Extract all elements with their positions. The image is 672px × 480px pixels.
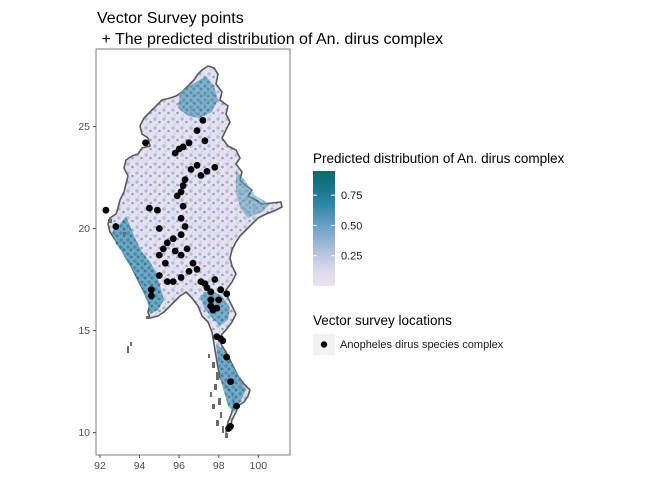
colorbar-tick-label: 0.25 [341, 251, 362, 263]
survey-point [163, 278, 171, 285]
survey-point [193, 265, 201, 273]
survey-point [199, 117, 207, 124]
high-probability-zone-north [178, 76, 218, 118]
y-axis: 25 20 15 10 [78, 121, 96, 439]
x-tick-label: 100 [250, 460, 268, 472]
survey-point [201, 137, 209, 145]
map-title-line-2: + The predicted distribution of An. diru… [97, 31, 444, 48]
high-probability-zone-tanintharyi [216, 344, 246, 412]
survey-point [155, 225, 163, 232]
survey-point [148, 292, 155, 300]
colorbar-tick-label: 0.75 [341, 190, 362, 202]
survey-point [169, 235, 177, 243]
survey-point [203, 168, 211, 175]
colorbar-tick-label: 0.50 [341, 220, 362, 232]
survey-point [219, 337, 227, 345]
survey-point [223, 353, 231, 361]
survey-point [181, 223, 189, 230]
x-tick-label: 92 [94, 460, 106, 472]
survey-point [155, 251, 163, 259]
colorbar-ticks: 0.75 0.50 0.25 [313, 190, 362, 263]
survey-point [177, 274, 185, 281]
survey-point [197, 172, 205, 179]
survey-point [193, 127, 201, 134]
y-tick-label: 20 [78, 223, 90, 235]
points-legend: Anopheles dirus species complex [313, 334, 504, 355]
x-tick-label: 98 [213, 460, 225, 472]
colorbar [313, 171, 335, 286]
survey-point [148, 286, 155, 294]
points-legend-marker [320, 341, 328, 348]
high-probability-zone-east [236, 170, 270, 218]
survey-point [187, 166, 195, 173]
x-axis: 92 94 96 98 100 [94, 455, 267, 472]
y-tick-label: 25 [78, 121, 90, 133]
map-title-line-1: Vector Survey points [97, 10, 244, 27]
survey-point [155, 272, 163, 279]
survey-point [211, 163, 219, 171]
survey-point [171, 149, 179, 157]
fill-legend: 0.75 0.50 0.25 [313, 171, 362, 286]
x-tick-label: 94 [134, 460, 146, 472]
y-tick-label: 10 [78, 427, 90, 439]
survey-point [183, 245, 191, 253]
survey-point [142, 139, 149, 147]
survey-point [154, 206, 161, 214]
fill-legend-title: Predicted distribution of An. dirus comp… [313, 151, 565, 166]
survey-point [159, 245, 167, 253]
survey-point [177, 214, 185, 222]
points-legend-label: Anopheles dirus species complex [340, 339, 504, 351]
survey-point [185, 139, 193, 147]
points-legend-title: Vector survey locations [313, 313, 452, 328]
survey-point [146, 204, 153, 212]
survey-point [207, 288, 215, 296]
survey-point [213, 304, 221, 312]
offshore-islands [108, 219, 228, 438]
survey-point [177, 231, 185, 239]
survey-point [177, 251, 185, 259]
survey-point [217, 286, 225, 294]
survey-point [211, 276, 219, 283]
survey-point [173, 192, 181, 200]
x-tick-label: 96 [173, 460, 185, 472]
survey-point [223, 290, 231, 298]
survey-point [112, 223, 120, 230]
survey-points-layer [102, 117, 241, 432]
survey-point [163, 239, 171, 247]
survey-point [179, 202, 187, 210]
survey-point [171, 247, 179, 255]
survey-point [193, 161, 201, 169]
survey-point [233, 402, 241, 410]
survey-point [185, 268, 193, 275]
survey-point [201, 280, 209, 287]
survey-point [179, 182, 187, 190]
y-tick-label: 15 [78, 325, 90, 337]
survey-point [181, 176, 189, 184]
survey-point [169, 278, 177, 285]
survey-point [161, 259, 169, 267]
survey-point [227, 378, 235, 385]
survey-point [207, 296, 215, 304]
survey-point [189, 259, 197, 267]
survey-point [102, 206, 110, 214]
survey-point [227, 423, 235, 430]
survey-point [215, 296, 223, 304]
